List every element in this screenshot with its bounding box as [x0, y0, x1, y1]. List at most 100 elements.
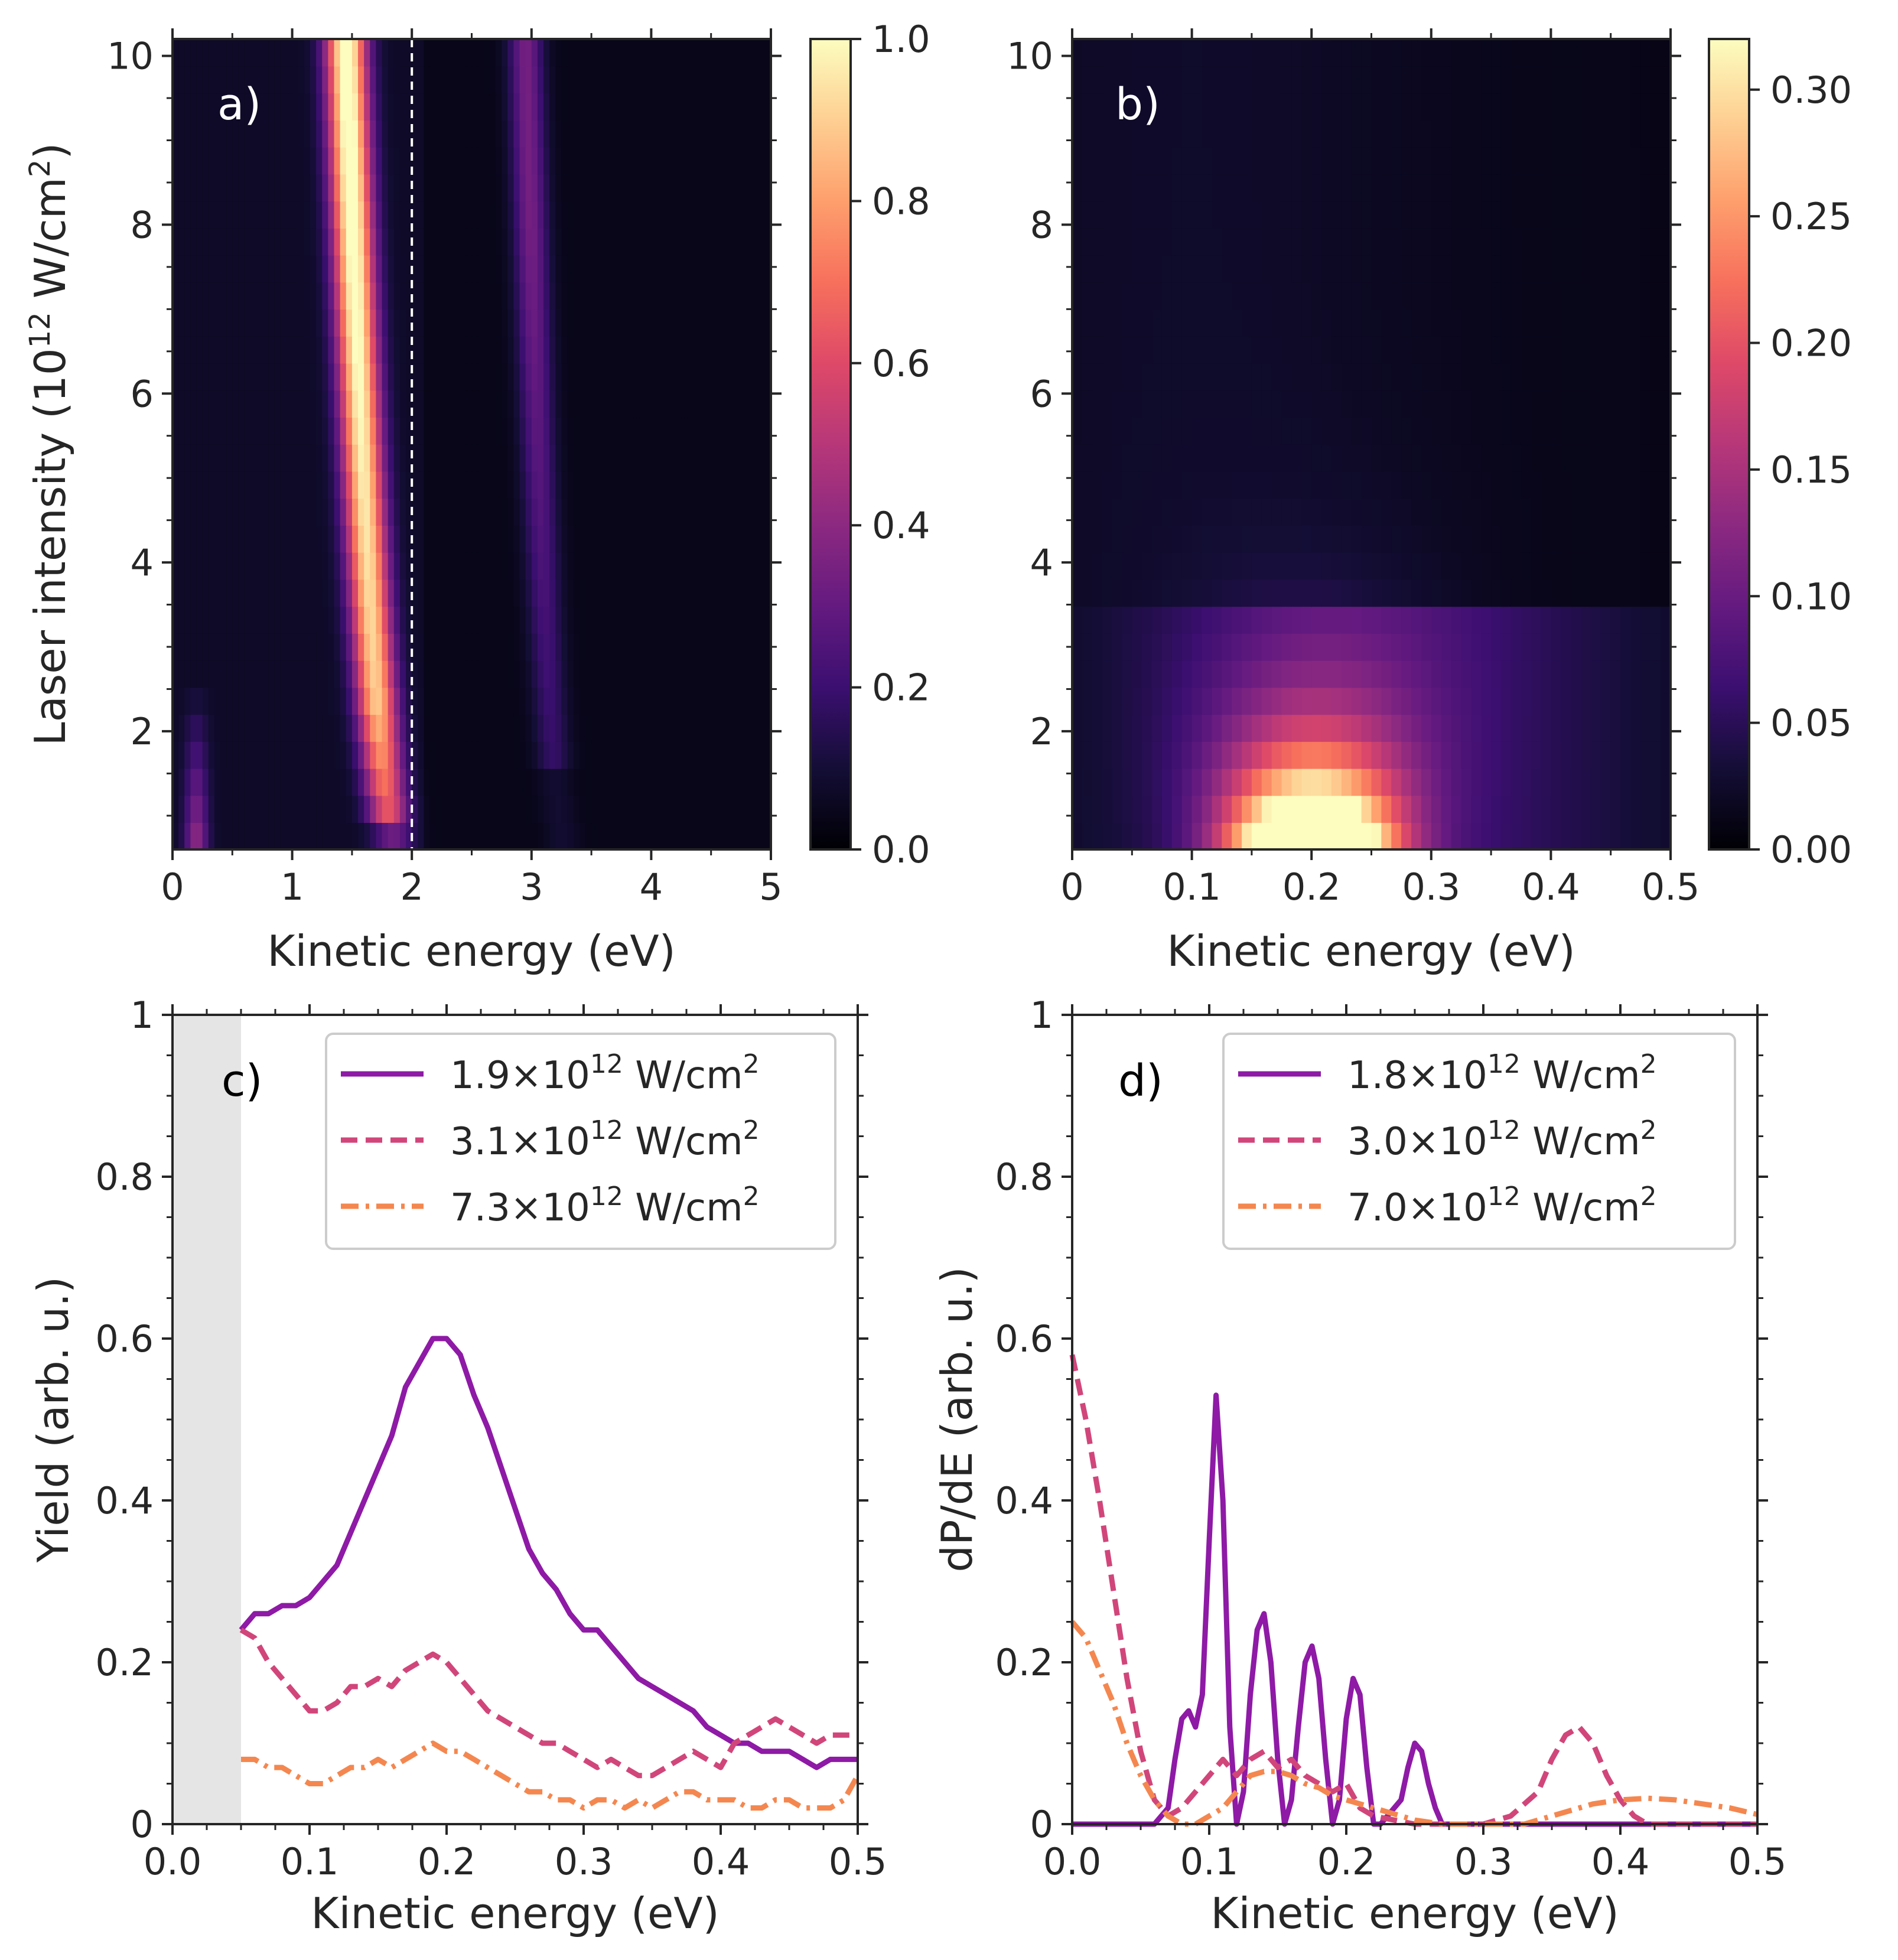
- heatmap-cell: [753, 120, 760, 148]
- heatmap-cell: [250, 390, 257, 418]
- heatmap-cell: [729, 309, 736, 337]
- heatmap-cell: [579, 390, 586, 418]
- heatmap-cell: [1481, 471, 1492, 499]
- heatmap-cell: [1431, 471, 1442, 499]
- heatmap-cell: [1301, 579, 1312, 607]
- heatmap-cell: [603, 471, 610, 499]
- heatmap-cell: [1391, 39, 1402, 67]
- heatmap-cell: [1510, 120, 1522, 148]
- heatmap-cell: [220, 228, 227, 256]
- heatmap-cell: [370, 714, 377, 742]
- heatmap-cell: [758, 795, 766, 823]
- heatmap-cell: [1500, 822, 1512, 850]
- heatmap-cell: [441, 660, 448, 688]
- heatmap-cell: [1321, 228, 1332, 256]
- heatmap-cell: [555, 363, 562, 391]
- heatmap-cell: [178, 822, 185, 850]
- heatmap-cell: [1232, 363, 1242, 391]
- heatmap-cell: [1630, 228, 1642, 256]
- heatmap-cell: [705, 687, 712, 715]
- heatmap-cell: [340, 741, 347, 769]
- heatmap-cell: [603, 93, 610, 121]
- heatmap-cell: [310, 741, 317, 769]
- heatmap-cell: [1411, 390, 1422, 418]
- heatmap-cell: [507, 309, 515, 337]
- heatmap-cell: [1581, 768, 1591, 796]
- heatmap-cell: [316, 525, 323, 553]
- heatmap-cell: [1551, 363, 1562, 391]
- heatmap-cell: [621, 660, 628, 688]
- heatmap-cell: [1571, 417, 1581, 445]
- heatmap-cell: [424, 120, 431, 148]
- heatmap-cell: [280, 336, 287, 364]
- heatmap-cell: [1331, 93, 1342, 121]
- heatmap-cell: [406, 390, 412, 418]
- heatmap-cell: [393, 660, 401, 688]
- heatmap-cell: [705, 417, 712, 445]
- heatmap-cell: [705, 606, 712, 634]
- heatmap-cell: [681, 39, 688, 67]
- heatmap-cell: [681, 471, 688, 499]
- heatmap-cell: [220, 606, 227, 634]
- heatmap-cell: [621, 822, 628, 850]
- heatmap-cell: [549, 201, 556, 229]
- heatmap-cell: [585, 471, 592, 499]
- heatmap-cell: [1581, 363, 1591, 391]
- heatmap-cell: [393, 471, 401, 499]
- heatmap-cell: [555, 822, 562, 850]
- heatmap-cell: [256, 714, 263, 742]
- heatmap-cell: [465, 471, 473, 499]
- heatmap-cell: [172, 498, 179, 526]
- heatmap-cell: [693, 120, 700, 148]
- heatmap-cell: [238, 498, 245, 526]
- heatmap-cell: [1171, 66, 1183, 94]
- heatmap-cell: [471, 417, 478, 445]
- heatmap-cell: [262, 363, 269, 391]
- heatmap-cell: [178, 444, 185, 472]
- heatmap-cell: [190, 39, 197, 67]
- heatmap-cell: [376, 146, 383, 175]
- heatmap-cell: [292, 579, 299, 607]
- heatmap-cell: [393, 390, 401, 418]
- heatmap-cell: [351, 471, 359, 499]
- heatmap-cell: [1072, 822, 1083, 850]
- heatmap-cell: [1261, 444, 1272, 472]
- heatmap-cell: [214, 66, 221, 94]
- heatmap-cell: [615, 390, 622, 418]
- heatmap-cell: [597, 579, 604, 607]
- heatmap-cell: [1561, 174, 1571, 202]
- heatmap-cell: [358, 795, 364, 823]
- heatmap-cell: [460, 525, 467, 553]
- heatmap-cell: [1600, 228, 1611, 256]
- heatmap-cell: [477, 146, 484, 175]
- heatmap-cell: [483, 309, 490, 337]
- heatmap-cell: [657, 552, 664, 580]
- heatmap-cell: [1321, 39, 1332, 67]
- heatmap-cell: [717, 93, 724, 121]
- heatmap-cell: [454, 660, 461, 688]
- heatmap-cell: [262, 768, 269, 796]
- heatmap-cell: [764, 552, 771, 580]
- heatmap-cell: [304, 444, 311, 472]
- heatmap-cell: [399, 336, 406, 364]
- heatmap-cell: [441, 417, 448, 445]
- heatmap-cell: [1630, 525, 1642, 553]
- heatmap-cell: [214, 255, 221, 283]
- heatmap-cell: [1181, 795, 1193, 823]
- heatmap-cell: [346, 633, 353, 661]
- heatmap-cell: [651, 146, 658, 175]
- heatmap-cell: [454, 822, 461, 850]
- heatmap-cell: [220, 660, 227, 688]
- heatmap-cell: [669, 417, 676, 445]
- heatmap-cell: [1571, 282, 1581, 310]
- heatmap-cell: [525, 525, 532, 553]
- heatmap-cell: [717, 66, 724, 94]
- heatmap-cell: [573, 336, 580, 364]
- heatmap-cell: [1242, 120, 1252, 148]
- heatmap-cell: [1301, 174, 1312, 202]
- heatmap-cell: [609, 336, 616, 364]
- heatmap-cell: [1161, 471, 1173, 499]
- heatmap-cell: [1630, 606, 1642, 634]
- heatmap-cell: [645, 444, 652, 472]
- heatmap-cell: [1271, 822, 1282, 850]
